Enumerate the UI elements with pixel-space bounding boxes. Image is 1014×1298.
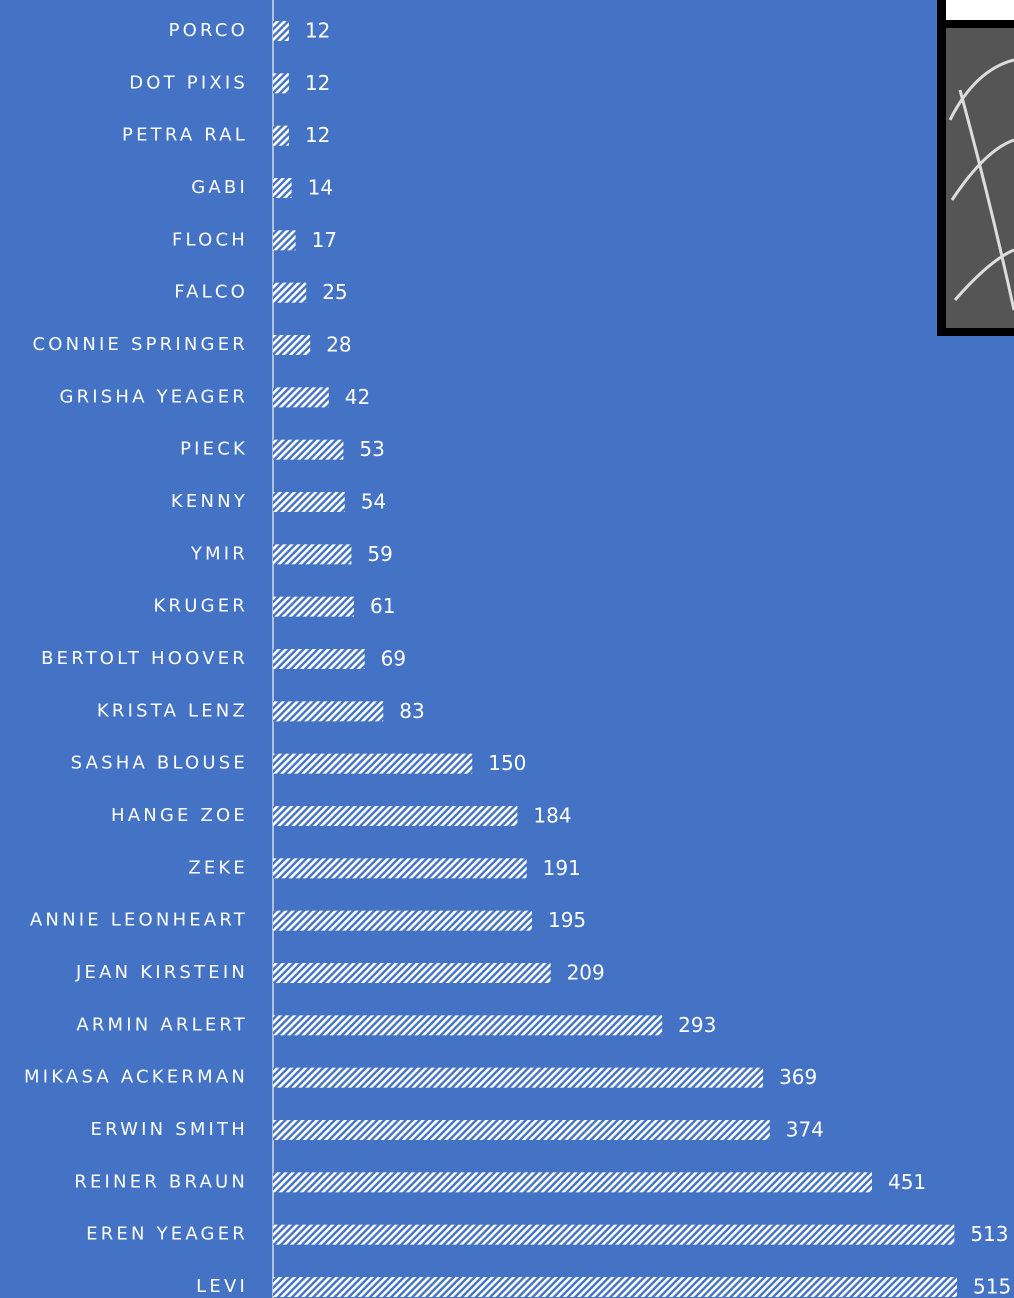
value-label: 59 — [367, 542, 392, 566]
value-label: 184 — [533, 804, 571, 828]
bar — [273, 806, 517, 826]
bar — [273, 963, 551, 983]
category-label: GABI — [191, 177, 248, 198]
category-label: PIECK — [180, 439, 248, 460]
value-label: 28 — [326, 333, 351, 357]
page: {"chart_data": {"type": "bar", "orientat… — [0, 0, 1014, 1298]
category-label: CONNIE SPRINGER — [33, 334, 248, 355]
value-label: 53 — [359, 437, 384, 461]
chart: PORCO 12 DOT PIXIS 12 PETRA RAL 12 GABI 14 FLOCH… — [0, 0, 1014, 1298]
bar — [273, 178, 292, 198]
value-label: 293 — [678, 1013, 716, 1037]
bar — [273, 126, 289, 146]
value-label: 17 — [312, 228, 337, 252]
category-label: ARMIN ARLERT — [76, 1014, 248, 1035]
value-label: 150 — [488, 751, 526, 775]
category-label: JEAN KIRSTEIN — [75, 962, 248, 983]
bar — [273, 335, 310, 355]
bar — [273, 649, 365, 669]
value-label: 195 — [548, 908, 586, 932]
value-label: 515 — [973, 1275, 1011, 1298]
bar — [273, 1068, 763, 1088]
image-panel — [946, 28, 1014, 328]
category-label: GRISHA YEAGER — [59, 386, 248, 407]
value-label: 54 — [361, 490, 386, 514]
value-label: 191 — [543, 856, 581, 880]
category-label: YMIR — [190, 543, 248, 564]
value-label: 374 — [786, 1118, 824, 1142]
category-label: BERTOLT HOOVER — [41, 648, 248, 669]
category-label: FLOCH — [172, 229, 248, 250]
value-label: 12 — [305, 71, 330, 95]
category-label: ERWIN SMITH — [91, 1119, 248, 1140]
bar — [273, 597, 354, 617]
category-label: KENNY — [171, 491, 248, 512]
category-label: ANNIE LEONHEART — [30, 910, 248, 931]
value-label: 451 — [888, 1170, 926, 1194]
value-label: 25 — [322, 280, 347, 304]
category-label: SASHA BLOUSE — [71, 753, 248, 774]
category-label: REINER BRAUN — [74, 1171, 248, 1192]
bar — [273, 1172, 872, 1192]
bar — [273, 283, 306, 303]
value-label: 42 — [345, 385, 370, 409]
category-label: MIKASA ACKERMAN — [24, 1067, 248, 1088]
category-label: ZEKE — [188, 857, 248, 878]
bar — [273, 1015, 662, 1035]
bar — [273, 754, 472, 774]
bar — [273, 858, 527, 878]
category-label: DOT PIXIS — [129, 72, 248, 93]
bar — [273, 387, 329, 407]
value-label: 61 — [370, 594, 395, 618]
category-label: HANGE ZOE — [111, 805, 248, 826]
category-label: FALCO — [174, 282, 248, 303]
bar — [273, 1225, 954, 1245]
value-label: 369 — [779, 1065, 817, 1089]
value-label: 209 — [567, 961, 605, 985]
bar — [273, 492, 345, 512]
value-label: 14 — [308, 176, 333, 200]
category-label: EREN YEAGER — [86, 1224, 248, 1245]
category-label: KRISTA LENZ — [97, 700, 248, 721]
bar — [273, 1277, 957, 1297]
image-panel-top — [946, 0, 1014, 20]
value-label: 69 — [381, 647, 406, 671]
bar — [273, 544, 351, 564]
category-label: PORCO — [169, 20, 248, 41]
bar — [273, 73, 289, 93]
category-label: LEVI — [196, 1276, 248, 1297]
bar — [273, 21, 289, 41]
bar — [273, 911, 532, 931]
category-label: PETRA RAL — [122, 125, 248, 146]
value-label: 12 — [305, 123, 330, 147]
category-label: KRUGER — [153, 596, 248, 617]
manga-image — [937, 0, 1014, 336]
value-label: 12 — [305, 19, 330, 43]
bar — [273, 230, 296, 250]
bar — [273, 701, 383, 721]
bar — [273, 440, 343, 460]
value-label: 513 — [970, 1222, 1008, 1246]
bar — [273, 1120, 770, 1140]
value-label: 83 — [399, 699, 424, 723]
